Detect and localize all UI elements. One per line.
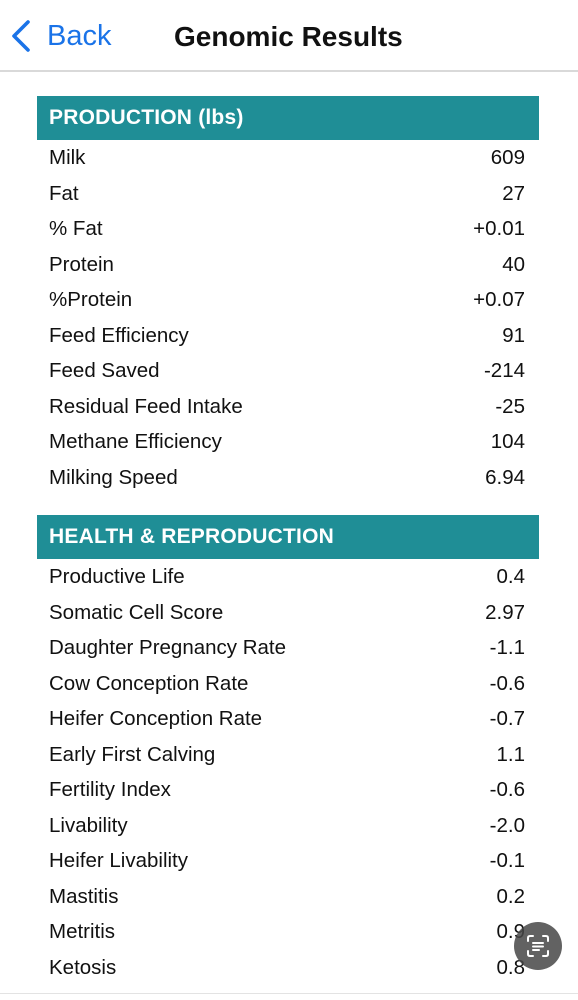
list-item: Livability -2.0 [37,808,539,844]
row-value: -1.1 [489,636,525,659]
row-value: 609 [490,146,525,169]
back-label: Back [47,20,112,52]
list-item: Feed Efficiency 91 [37,318,539,354]
row-value: -0.1 [489,849,525,872]
row-value: -0.7 [489,707,525,730]
row-label: Heifer Conception Rate [49,707,263,730]
row-label: Feed Saved [49,359,160,382]
scan-text-icon [527,935,549,957]
row-value: 6.94 [485,465,525,489]
row-value: 2.97 [485,600,525,624]
list-item: Methane Efficiency 104 [37,424,539,460]
row-label: Protein [49,252,114,276]
row-label: Heifer Livability [49,849,188,872]
row-label: Fat [49,181,79,205]
row-label: Daughter Pregnancy Rate [49,636,287,659]
row-value: 0.8 [496,955,526,979]
row-label: Productive Life [49,565,185,588]
health-reproduction-list: Productive Life 0.4 Somatic Cell Score 2.9… [37,559,539,985]
list-item: %Protein +0.07 [37,282,539,318]
list-item: Heifer Conception Rate -0.7 [37,701,539,737]
row-label: Methane Efficiency [49,430,222,453]
row-label: Milk [49,146,86,169]
navigation-bar: Back Genomic Results [0,0,578,72]
back-button[interactable]: Back [10,16,111,56]
row-value: 104 [490,430,525,453]
page-title: Genomic Results [174,21,403,52]
list-item: % Fat +0.01 [37,211,539,247]
floating-scan-button[interactable] [514,922,562,970]
list-item: Residual Feed Intake -25 [37,389,539,425]
list-item: Fat 27 [37,176,539,212]
row-value: +0.07 [473,288,525,311]
list-item: Protein 40 [37,247,539,283]
row-label: Mastitis [49,884,119,908]
chevron-left-icon [12,20,30,52]
row-value: -2.0 [489,813,525,837]
row-label: Milking Speed [49,465,178,489]
row-label: Metritis [49,920,116,943]
row-label: Livability [49,813,128,837]
production-list: Milk 609 Fat 27 % Fat +0.01 Protein 40 %Prot… [37,140,539,495]
row-value: -214 [483,359,525,382]
row-value: 0.2 [496,884,526,908]
list-item: Fertility Index -0.6 [37,772,539,808]
row-label: Feed Efficiency [49,323,189,347]
section-header-production: PRODUCTION (lbs) [37,96,539,140]
row-label: %Protein [49,288,133,311]
row-value: -0.6 [489,671,525,695]
row-label: Ketosis [49,955,117,979]
list-item: Productive Life 0.4 [37,559,539,595]
row-label: Somatic Cell Score [49,600,224,624]
row-value: 0.4 [496,565,526,588]
bottom-divider [0,993,578,994]
row-value: +0.01 [473,217,525,240]
list-item: Daughter Pregnancy Rate -1.1 [37,630,539,666]
row-value: 27 [502,181,525,205]
row-value: 1.1 [496,742,526,766]
list-item: Mastitis 0.2 [37,879,539,915]
row-value: -25 [495,394,525,418]
row-label: Residual Feed Intake [49,394,243,418]
list-item: Early First Calving 1.1 [37,737,539,773]
row-value: -0.6 [489,778,525,801]
list-item: Feed Saved -214 [37,353,539,389]
row-label: Cow Conception Rate [49,671,249,695]
row-label: Early First Calving [49,742,216,766]
list-item: Heifer Livability -0.1 [37,843,539,879]
list-item: Cow Conception Rate -0.6 [37,666,539,702]
list-item: Milk 609 [37,140,539,176]
list-item: Metritis 0.9 [37,914,539,950]
list-item: Ketosis 0.8 [37,950,539,986]
row-value: 40 [502,252,525,276]
list-item: Milking Speed 6.94 [37,460,539,496]
row-label: Fertility Index [49,778,171,801]
row-value: 91 [502,323,525,347]
row-label: % Fat [49,217,103,240]
section-header-health-reproduction: HEALTH & REPRODUCTION [37,515,539,559]
list-item: Somatic Cell Score 2.97 [37,595,539,631]
